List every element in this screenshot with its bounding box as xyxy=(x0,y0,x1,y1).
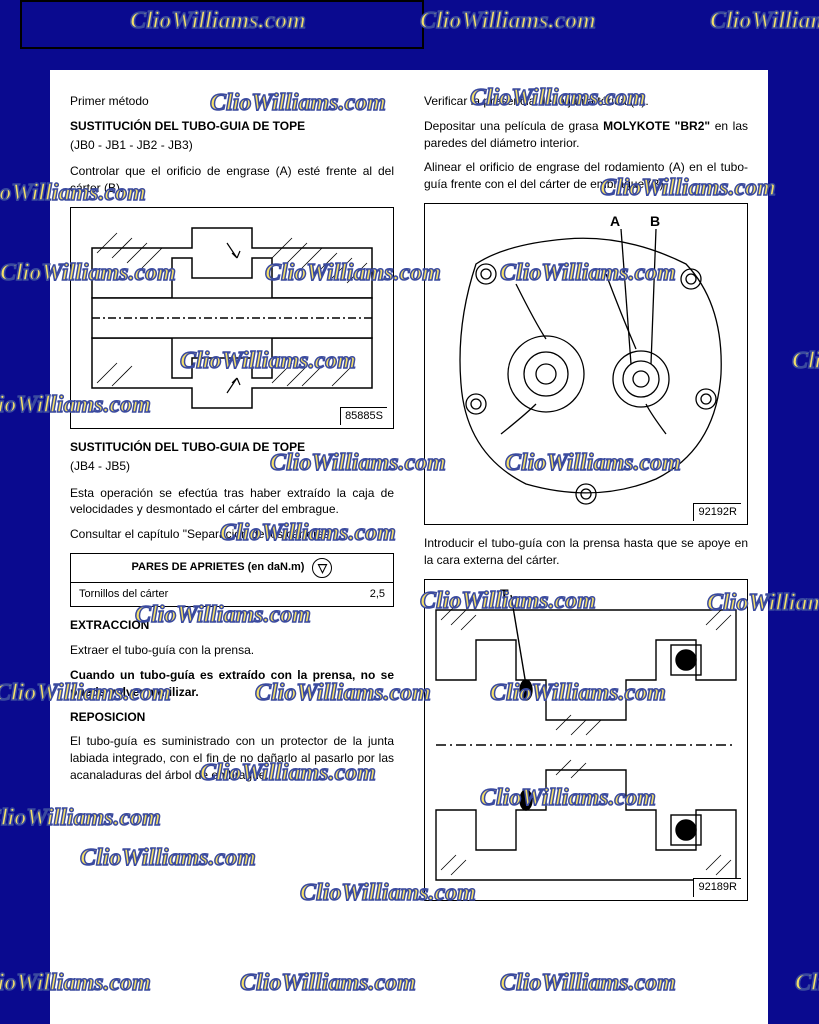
subheading-jb4: (JB4 - JB5) xyxy=(70,458,394,475)
document-page: Primer método SUSTITUCIÓN DEL TUBO-GUIA … xyxy=(50,70,768,1024)
para-controlar: Controlar que el orificio de engrase (A)… xyxy=(70,163,394,197)
para-prensa-warning: Cuando un tubo-guía es extraído con la p… xyxy=(70,667,394,701)
torque-table: PARES DE APRIETES (en daN.m) Tornillos d… xyxy=(70,553,394,607)
para-consultar: Consultar el capítulo "Separación de los… xyxy=(70,526,394,543)
watermark-text: ClioWilliams.com xyxy=(792,348,819,375)
torque-value: 2,5 xyxy=(370,587,385,602)
para2-molykote: MOLYKOTE "BR2" xyxy=(603,119,710,133)
para-alinear: Alinear el orificio de engrase del rodam… xyxy=(424,159,748,193)
diagram-tubo-guia-1: 85885S xyxy=(70,207,394,429)
diagram-prensa: T 92189R xyxy=(424,579,748,901)
top-bar xyxy=(20,0,424,49)
diagram-3-ref: 92189R xyxy=(693,878,741,896)
para-depositar: Depositar una película de grasa MOLYKOTE… xyxy=(424,118,748,152)
diagram-2-ref: 92192R xyxy=(693,503,741,521)
subheading-jb0: (JB0 - JB1 - JB2 - JB3) xyxy=(70,137,394,154)
para-extraer: Extraer el tubo-guía con la prensa. xyxy=(70,642,394,659)
watermark-text: ClioWilliams.com xyxy=(710,8,819,35)
torque-header: PARES DE APRIETES (en daN.m) xyxy=(71,554,393,583)
callout-a: A xyxy=(610,212,620,232)
torque-icon xyxy=(312,558,332,578)
torque-row: Tornillos del cárter 2,5 xyxy=(71,583,393,606)
heading-reposicion: REPOSICION xyxy=(70,709,394,726)
torque-title: PARES DE APRIETES (en daN.m) xyxy=(132,560,305,575)
callout-t: T xyxy=(500,585,509,605)
para2-a: Depositar una película de grasa xyxy=(424,119,603,133)
callout-b: B xyxy=(650,212,660,232)
heading-sustitucion-1: SUSTITUCIÓN DEL TUBO-GUIA DE TOPE xyxy=(70,118,394,135)
primer-metodo: Primer método xyxy=(70,93,394,110)
right-column: Verificar la presencia de la junta tóric… xyxy=(424,85,748,1009)
diagram-1-ref: 85885S xyxy=(340,407,387,425)
watermark-text: ClioWilliams.com xyxy=(420,8,596,35)
torque-item: Tornillos del cárter xyxy=(79,587,168,602)
para-operacion: Esta operación se efectúa tras haber ext… xyxy=(70,485,394,519)
para-verificar: Verificar la presencia de la junta tóric… xyxy=(424,93,748,110)
para-suministrado: El tubo-guía es suministrado con un prot… xyxy=(70,733,394,783)
left-column: Primer método SUSTITUCIÓN DEL TUBO-GUIA … xyxy=(70,85,394,1009)
watermark-text: ClioWilliams.com xyxy=(795,970,819,997)
heading-sustitucion-2: SUSTITUCIÓN DEL TUBO-GUIA DE TOPE xyxy=(70,439,394,456)
diagram-carter: A B 92192R xyxy=(424,203,748,525)
para-introducir: Introducir el tubo-guía con la prensa ha… xyxy=(424,535,748,569)
heading-extraccion: EXTRACCION xyxy=(70,617,394,634)
